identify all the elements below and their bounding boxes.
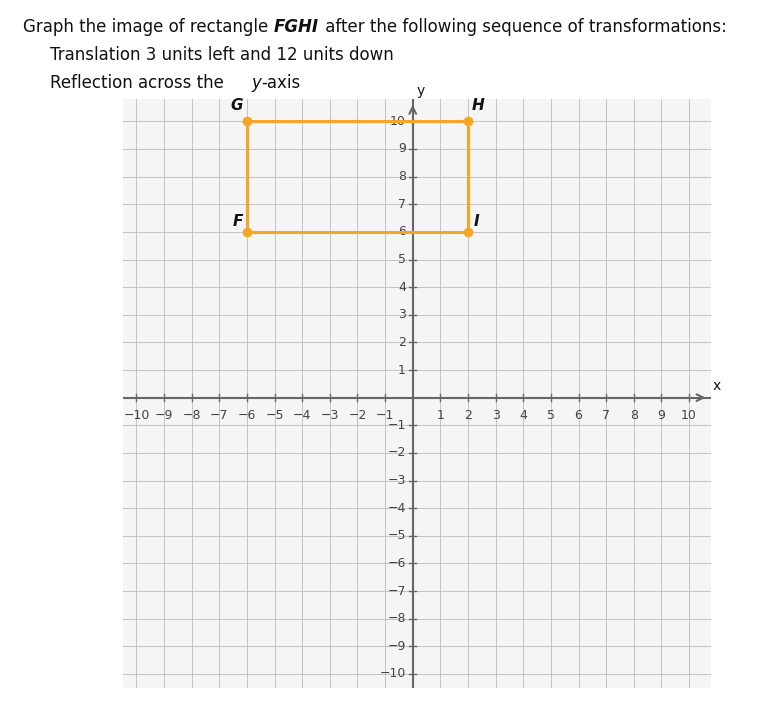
Text: 3: 3 (492, 408, 499, 422)
Text: F: F (232, 214, 243, 229)
Text: 2: 2 (398, 336, 406, 349)
Text: 6: 6 (398, 225, 406, 238)
Text: −10: −10 (380, 667, 406, 681)
Text: −4: −4 (293, 408, 311, 422)
Text: 8: 8 (398, 170, 406, 183)
Text: 4: 4 (398, 281, 406, 294)
Text: after the following sequence of transformations:: after the following sequence of transfor… (320, 18, 727, 35)
Text: −5: −5 (388, 530, 406, 542)
Text: 9: 9 (658, 408, 665, 422)
Text: 4: 4 (520, 408, 527, 422)
Text: −7: −7 (210, 408, 229, 422)
Text: 7: 7 (398, 198, 406, 211)
Text: -axis: -axis (261, 74, 300, 92)
Text: 5: 5 (398, 253, 406, 266)
Text: −8: −8 (182, 408, 201, 422)
Text: 1: 1 (436, 408, 445, 422)
Text: Translation 3 units left and 12 units down: Translation 3 units left and 12 units do… (50, 46, 394, 64)
Text: Reflection across the: Reflection across the (50, 74, 229, 92)
Text: −6: −6 (238, 408, 256, 422)
Text: y: y (417, 84, 425, 98)
Text: 10: 10 (390, 115, 406, 128)
Text: −9: −9 (155, 408, 173, 422)
Text: 3: 3 (398, 308, 406, 321)
Text: 1: 1 (398, 364, 406, 376)
Text: −2: −2 (388, 447, 406, 459)
Text: I: I (473, 214, 479, 229)
Text: −1: −1 (376, 408, 394, 422)
Text: 8: 8 (630, 408, 638, 422)
Text: x: x (713, 379, 721, 393)
Text: −5: −5 (266, 408, 284, 422)
Text: −3: −3 (320, 408, 339, 422)
Text: −1: −1 (388, 419, 406, 432)
Text: Graph the image of rectangle: Graph the image of rectangle (23, 18, 273, 35)
Text: H: H (472, 98, 485, 113)
Text: −7: −7 (388, 584, 406, 598)
Text: 5: 5 (547, 408, 555, 422)
Text: 10: 10 (681, 408, 697, 422)
Text: 6: 6 (574, 408, 582, 422)
Text: 2: 2 (464, 408, 472, 422)
Text: −8: −8 (388, 612, 406, 625)
Text: −4: −4 (388, 502, 406, 515)
Text: −10: −10 (124, 408, 150, 422)
Text: FGHI: FGHI (274, 18, 319, 35)
Text: 9: 9 (398, 143, 406, 155)
Text: −9: −9 (388, 640, 406, 653)
Text: 7: 7 (602, 408, 610, 422)
Text: −2: −2 (348, 408, 367, 422)
Text: y: y (252, 74, 262, 92)
Text: G: G (230, 98, 243, 113)
Text: −3: −3 (388, 474, 406, 487)
Text: −6: −6 (388, 557, 406, 570)
